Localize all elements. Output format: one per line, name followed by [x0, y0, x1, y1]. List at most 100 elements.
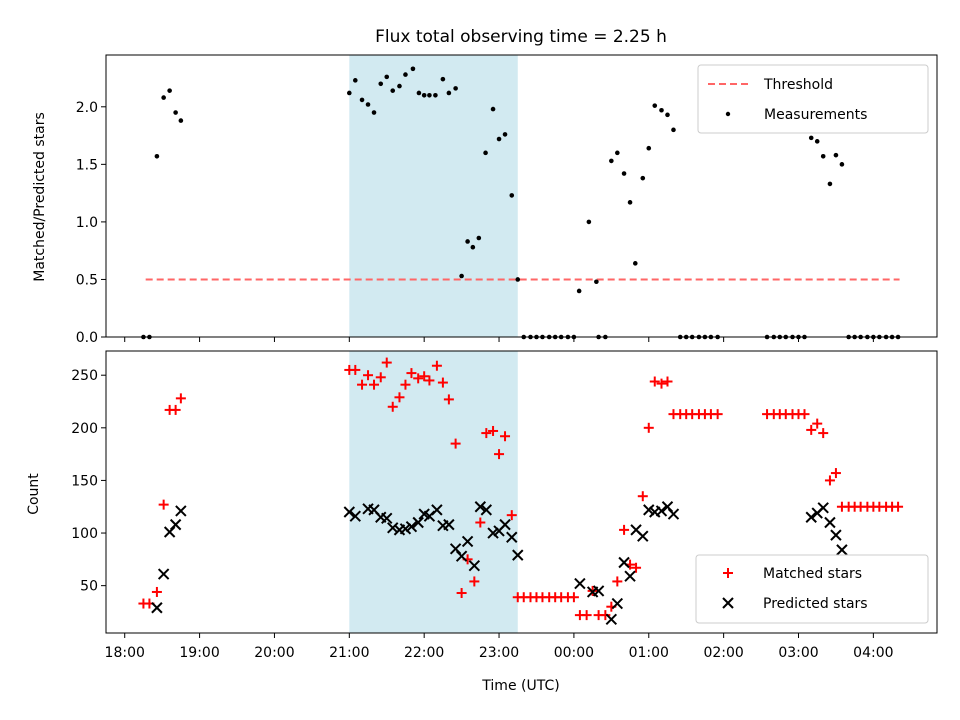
measurement-point	[576, 288, 582, 294]
matched-star-point	[612, 576, 623, 587]
marker-stroke	[655, 505, 668, 517]
measurement-point	[615, 150, 620, 156]
matched-star-point	[649, 376, 660, 387]
measurement-point	[173, 110, 178, 115]
marker-stroke	[824, 516, 836, 529]
marker-stroke	[474, 501, 487, 513]
predicted-star-point	[824, 516, 836, 529]
measurement-point	[440, 76, 446, 82]
matched-star-point	[830, 468, 841, 479]
predicted-star-point	[817, 502, 829, 514]
plot-frame	[105, 54, 938, 338]
count-panel: 50 100 150 200 250 18:00 19:00 20:00 21:00 22:00 2…	[71, 350, 938, 661]
marker-stroke	[643, 504, 655, 516]
marker-stroke	[412, 516, 424, 529]
measurement-point	[353, 78, 358, 83]
matched-star-point	[568, 592, 579, 603]
marker-stroke	[830, 529, 842, 541]
marker-stroke	[387, 522, 399, 534]
matched-star-point	[637, 491, 648, 502]
marker-stroke	[368, 504, 380, 516]
measurement-point	[446, 90, 452, 96]
matched-star-point	[631, 562, 642, 573]
marker-stroke	[592, 585, 605, 597]
measurement-point	[167, 88, 172, 93]
y-tick-label: 100	[71, 526, 98, 542]
marker-stroke	[443, 518, 455, 531]
measurement-point	[390, 88, 396, 93]
x-tick-label: 21:00	[329, 645, 369, 661]
marker-stroke	[618, 556, 630, 569]
x-axis-label: Time (UTC)	[481, 678, 559, 694]
marker-stroke	[499, 518, 511, 531]
measurement-point	[646, 145, 652, 151]
measurement-point	[421, 92, 427, 98]
measurement-point	[459, 273, 464, 279]
predicted-star-point	[349, 510, 362, 522]
legend-matched-swatch	[723, 568, 733, 578]
matched-star-point	[450, 438, 461, 449]
matched-star-point	[158, 499, 169, 510]
y-tick-label: 2.0	[76, 100, 98, 116]
matched-star-point	[469, 576, 480, 587]
matched-star-point	[893, 501, 904, 512]
x-tick-label: 02:00	[703, 645, 743, 661]
measurement-point	[652, 103, 658, 108]
matched-star-point	[369, 379, 380, 390]
marker-stroke	[405, 521, 418, 533]
x-tick-label: 20:00	[254, 645, 294, 661]
legend-predicted-label: Predicted stars	[763, 596, 868, 612]
legend-frame	[697, 64, 929, 134]
matched-star-point	[506, 510, 517, 521]
observing-window-shade	[349, 55, 518, 337]
legend-measurements-swatch	[725, 111, 731, 117]
predicted-star-point	[805, 511, 817, 523]
measurement-point	[586, 219, 592, 225]
marker-stroke	[512, 549, 524, 561]
matched-star-point	[151, 586, 162, 597]
predicted-star-point	[574, 577, 586, 590]
measurement-point	[490, 106, 496, 112]
predicted-star-point	[455, 550, 468, 562]
measurement-point	[403, 72, 408, 77]
measurement-point	[594, 279, 599, 285]
measurement-point	[820, 153, 826, 159]
matched-star-point	[824, 475, 835, 486]
measurement-point	[839, 162, 845, 167]
matched-star-point	[387, 401, 398, 412]
predicted-star-point	[381, 512, 393, 525]
legend-measurements-label: Measurements	[764, 107, 867, 123]
legend-frame	[695, 554, 929, 624]
matched-star-point	[170, 404, 181, 415]
y-tick-label: 150	[71, 473, 98, 489]
y-tick-label: 0.0	[76, 330, 98, 346]
x-tick-label: 04:00	[853, 645, 893, 661]
matched-star-point	[424, 375, 435, 386]
x-tick-label: 22:00	[404, 645, 444, 661]
matched-star-point	[494, 449, 505, 460]
matched-star-point	[818, 428, 829, 439]
matched-star-point	[406, 368, 417, 379]
measurement-point	[371, 110, 377, 115]
y-axis-label-count: Count	[26, 473, 42, 515]
predicted-star-point	[480, 504, 493, 516]
predicted-star-point	[499, 518, 511, 531]
predicted-star-point	[412, 516, 424, 529]
legend-threshold-label: Threshold	[763, 77, 833, 93]
measurement-point	[178, 118, 184, 123]
matched-star-point	[431, 360, 442, 371]
predicted-star-point	[461, 535, 474, 548]
matched-star-point	[643, 422, 654, 433]
marker-stroke	[605, 613, 618, 626]
matched-star-point	[363, 370, 374, 381]
predicted-star-point	[611, 597, 624, 610]
measurement-point	[410, 66, 416, 72]
matched-star-point	[437, 377, 448, 388]
measurement-point	[808, 135, 814, 141]
matched-star-point	[357, 379, 368, 390]
marker-stroke	[574, 577, 586, 590]
predicted-star-point	[506, 531, 518, 543]
matched-star-point	[175, 393, 186, 404]
predicted-star-point	[592, 585, 605, 597]
